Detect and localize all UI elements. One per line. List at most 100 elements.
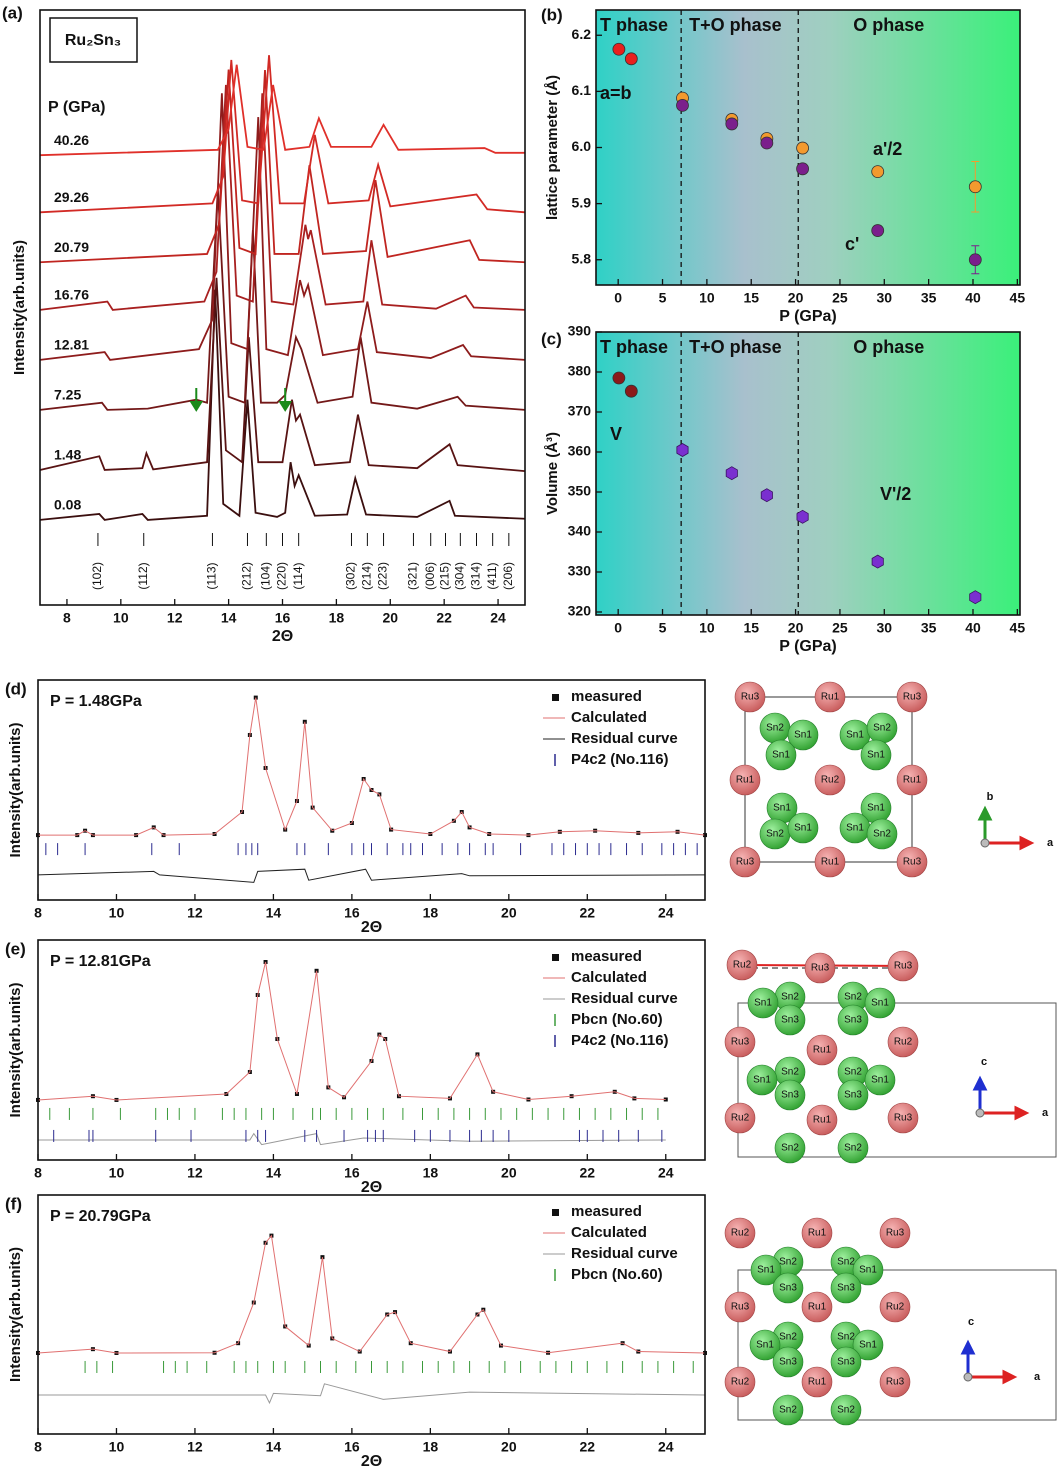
atom-label: Sn2 bbox=[837, 1332, 855, 1343]
atom-label: Sn1 bbox=[871, 998, 889, 1009]
atom-label: Ru2 bbox=[821, 775, 840, 786]
x-axis-label: P (GPa) bbox=[779, 638, 837, 655]
atom-label: Sn2 bbox=[781, 1143, 799, 1154]
phase-label: T+O phase bbox=[689, 15, 782, 35]
atom-label: Ru2 bbox=[733, 960, 752, 971]
y-axis-label: Volume (Å³) bbox=[544, 432, 561, 515]
series-label: 16.76 bbox=[54, 287, 89, 303]
panel-label: (e) bbox=[5, 939, 26, 958]
x-tick-label: 20 bbox=[501, 1165, 517, 1181]
x-tick-label: 0 bbox=[614, 620, 622, 636]
atom-label: Sn2 bbox=[873, 829, 891, 840]
phase-label: O phase bbox=[853, 337, 924, 357]
indicator-arrow bbox=[191, 388, 201, 410]
legend-label: Residual curve bbox=[571, 1245, 678, 1262]
atom-label: Ru3 bbox=[741, 692, 760, 703]
series-label: 1.48 bbox=[54, 447, 81, 463]
pattern bbox=[40, 278, 525, 471]
atom-label: Sn2 bbox=[837, 1257, 855, 1268]
x-tick-label: 22 bbox=[580, 905, 596, 921]
atom-label: Sn3 bbox=[844, 1090, 862, 1101]
axis-name: b bbox=[987, 791, 994, 803]
phase-label: T+O phase bbox=[689, 337, 782, 357]
x-axis-label: 2Θ bbox=[361, 919, 382, 936]
atom-label: Ru1 bbox=[736, 775, 755, 786]
atom-label: Sn3 bbox=[837, 1357, 855, 1368]
x-tick-label: 35 bbox=[921, 620, 937, 636]
x-tick-label: 5 bbox=[659, 290, 667, 306]
atom-label: Ru2 bbox=[731, 1377, 750, 1388]
x-tick-label: 24 bbox=[658, 1439, 674, 1455]
marker bbox=[761, 137, 773, 149]
atom-label: Sn1 bbox=[846, 730, 864, 741]
marker bbox=[872, 166, 884, 178]
series-label: 40.26 bbox=[54, 132, 89, 148]
axis-name: c bbox=[968, 1316, 974, 1328]
y-tick-label: 5.8 bbox=[572, 250, 592, 266]
atom-label: Ru1 bbox=[813, 1115, 832, 1126]
atom-label: Ru3 bbox=[886, 1377, 905, 1388]
panel-label: (d) bbox=[5, 679, 27, 698]
axis-arrow bbox=[985, 838, 1031, 848]
x-tick-label: 22 bbox=[580, 1165, 596, 1181]
x-tick-label: 16 bbox=[344, 1165, 360, 1181]
atom-label: Sn2 bbox=[781, 992, 799, 1003]
x-tick-label: 12 bbox=[187, 1439, 203, 1455]
atom-label: Sn1 bbox=[757, 1265, 775, 1276]
reflection-label: (321) bbox=[406, 562, 420, 590]
marker bbox=[797, 163, 809, 175]
phase-label: T phase bbox=[600, 15, 668, 35]
series-annotation: V bbox=[610, 424, 622, 444]
x-tick-label: 18 bbox=[329, 610, 345, 626]
x-tick-label: 8 bbox=[34, 1439, 42, 1455]
atom-label: Sn1 bbox=[794, 823, 812, 834]
pattern bbox=[40, 189, 525, 410]
atom-label: Sn2 bbox=[779, 1332, 797, 1343]
x-tick-label: 10 bbox=[109, 1165, 125, 1181]
atom-label: Ru1 bbox=[808, 1377, 827, 1388]
x-tick-label: 18 bbox=[423, 1439, 439, 1455]
x-tick-label: 12 bbox=[187, 1165, 203, 1181]
atom-label: Sn2 bbox=[844, 1067, 862, 1078]
phase-background bbox=[596, 332, 1020, 615]
curve bbox=[38, 1134, 666, 1145]
x-axis-label: 2Θ bbox=[361, 1453, 382, 1470]
legend-label: Residual curve bbox=[571, 990, 678, 1007]
reflection-label: (304) bbox=[453, 562, 467, 590]
y-axis-label: Intensity(arb.units) bbox=[7, 722, 24, 857]
x-tick-label: 16 bbox=[344, 1439, 360, 1455]
atom-label: Ru3 bbox=[894, 961, 913, 972]
reflection-label: (215) bbox=[438, 562, 452, 590]
plot-frame bbox=[40, 10, 525, 605]
x-tick-label: 20 bbox=[501, 1439, 517, 1455]
axis-name: c bbox=[981, 1056, 987, 1068]
x-tick-label: 14 bbox=[266, 1165, 282, 1181]
atom-label: Sn1 bbox=[871, 1075, 889, 1086]
x-tick-label: 8 bbox=[34, 1165, 42, 1181]
marker bbox=[676, 99, 688, 111]
x-tick-label: 15 bbox=[743, 290, 759, 306]
reflection-label: (302) bbox=[344, 562, 358, 590]
reflection-label: (104) bbox=[259, 562, 273, 590]
curve bbox=[38, 1384, 705, 1403]
atom-label: Sn1 bbox=[859, 1265, 877, 1276]
panel-label: (a) bbox=[2, 3, 23, 22]
y-tick-label: 6.2 bbox=[572, 26, 592, 42]
x-tick-label: 5 bbox=[659, 620, 667, 636]
atom-label: Sn2 bbox=[766, 723, 784, 734]
axis-arrow bbox=[980, 809, 990, 843]
y-tick-label: 6.1 bbox=[572, 82, 592, 98]
marker bbox=[797, 142, 809, 154]
y-tick-label: 370 bbox=[568, 403, 592, 419]
x-tick-label: 20 bbox=[788, 290, 804, 306]
legend-label: Residual curve bbox=[571, 730, 678, 747]
atom-label: Ru3 bbox=[731, 1302, 750, 1313]
atom-label: Ru1 bbox=[821, 692, 840, 703]
x-tick-label: 35 bbox=[921, 290, 937, 306]
atom-label: Sn2 bbox=[844, 992, 862, 1003]
reflection-label: (102) bbox=[90, 562, 104, 590]
marker bbox=[726, 467, 737, 480]
marker bbox=[625, 385, 637, 397]
x-tick-label: 14 bbox=[221, 610, 237, 626]
x-tick-label: 18 bbox=[423, 905, 439, 921]
